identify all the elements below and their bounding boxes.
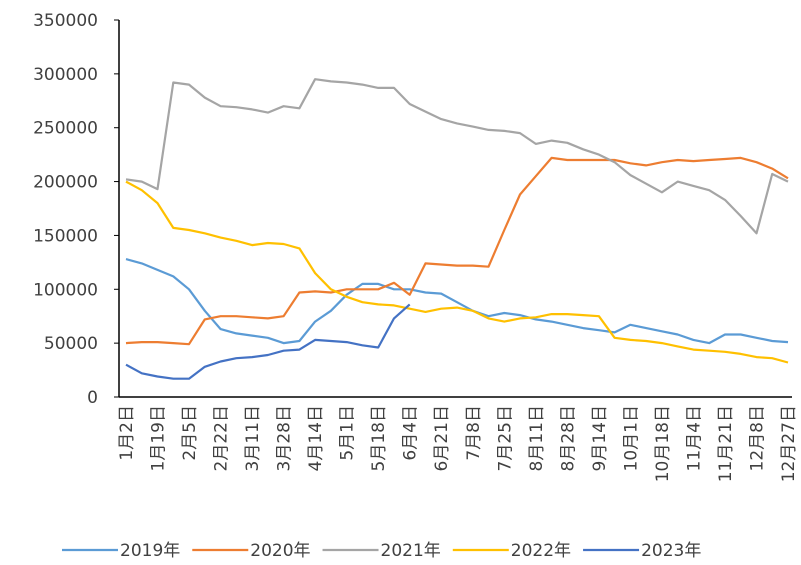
legend-label: 2023年 — [641, 541, 701, 561]
x-tick-label: 6月21日 — [432, 405, 452, 471]
y-tick-label: 350000 — [33, 11, 98, 31]
legend-label: 2021年 — [381, 541, 441, 561]
x-tick-label: 3月28日 — [275, 405, 295, 471]
x-tick-label: 8月11日 — [527, 405, 547, 471]
x-tick-label: 3月11日 — [243, 405, 263, 471]
y-tick-label: 150000 — [33, 226, 98, 246]
legend-label: 2020年 — [250, 541, 310, 561]
x-tick-label: 8月28日 — [558, 405, 578, 471]
x-tick-label: 2月5日 — [180, 405, 200, 461]
x-tick-label: 5月18日 — [369, 405, 389, 471]
legend-label: 2022年 — [511, 541, 571, 561]
x-tick-label: 2月22日 — [212, 405, 232, 471]
x-tick-label: 9月14日 — [590, 405, 610, 471]
x-tick-label: 1月2日 — [117, 405, 137, 461]
x-tick-label: 11月21日 — [716, 405, 736, 482]
series-line — [125, 303, 411, 380]
y-tick-label: 0 — [87, 388, 98, 408]
x-tick-label: 10月18日 — [653, 405, 673, 482]
x-tick-label: 7月8日 — [464, 405, 484, 461]
x-tick-label: 10月1日 — [621, 405, 641, 471]
y-tick-label: 100000 — [33, 280, 98, 300]
series-line — [125, 180, 789, 364]
x-tick-label: 12月8日 — [747, 405, 767, 471]
x-tick-label: 5月1日 — [338, 405, 358, 461]
y-tick-label: 300000 — [33, 65, 98, 85]
y-tick-label: 50000 — [44, 334, 98, 354]
legend-label: 2019年 — [120, 541, 180, 561]
series-line — [125, 258, 789, 345]
y-tick-label: 250000 — [33, 119, 98, 139]
x-tick-label: 6月4日 — [401, 405, 421, 461]
series-line — [125, 156, 789, 346]
x-tick-label: 12月27日 — [779, 405, 799, 482]
x-tick-label: 1月19日 — [149, 405, 169, 471]
x-tick-label: 11月4日 — [684, 405, 704, 471]
y-tick-label: 200000 — [33, 173, 98, 193]
series-line — [125, 78, 789, 235]
x-tick-label: 7月25日 — [495, 405, 515, 471]
x-tick-label: 4月14日 — [306, 405, 326, 471]
